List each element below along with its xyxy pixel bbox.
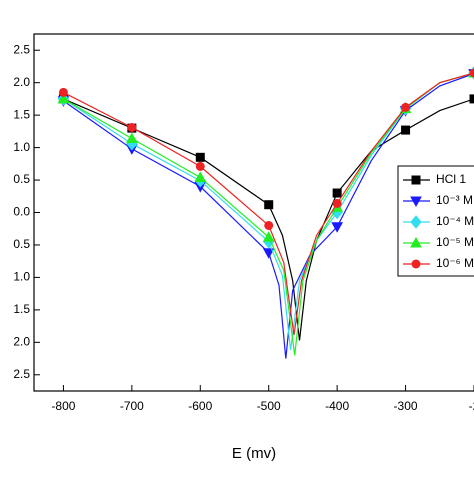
y-tick-label: 2.0 bbox=[13, 75, 30, 89]
marker bbox=[126, 132, 138, 144]
marker bbox=[469, 94, 474, 104]
marker bbox=[57, 92, 70, 104]
y-tick-label: 0.5 bbox=[13, 172, 30, 186]
marker bbox=[410, 215, 422, 229]
marker bbox=[332, 198, 342, 208]
x-tick-label: -700 bbox=[120, 399, 144, 413]
marker bbox=[127, 122, 137, 132]
y-tick-label: 1.0 bbox=[13, 140, 30, 154]
y-tick-label: 0.0 bbox=[13, 205, 30, 219]
marker bbox=[411, 259, 421, 269]
y-tick-label: 1.0 bbox=[13, 270, 30, 284]
x-axis-label: E (mv) bbox=[232, 445, 276, 462]
legend-label: 10⁻⁴ M bbox=[436, 214, 474, 228]
x-tick-label: -400 bbox=[325, 399, 349, 413]
x-tick-label: -600 bbox=[188, 399, 212, 413]
marker bbox=[410, 196, 422, 208]
y-tick-label: 2.5 bbox=[13, 367, 30, 381]
y-tick-label: 2.0 bbox=[13, 334, 30, 348]
marker bbox=[332, 188, 342, 198]
marker bbox=[411, 175, 421, 185]
marker bbox=[264, 220, 274, 230]
legend-box bbox=[397, 165, 474, 277]
series-line bbox=[63, 98, 474, 341]
legend-label: 10⁻³ M bbox=[436, 193, 473, 207]
marker bbox=[195, 152, 205, 162]
y-tick-label: 2.5 bbox=[13, 42, 30, 56]
marker bbox=[262, 248, 275, 259]
marker bbox=[195, 161, 205, 171]
marker bbox=[331, 222, 343, 233]
marker bbox=[410, 236, 422, 248]
marker bbox=[264, 200, 274, 210]
x-tick-label: -800 bbox=[51, 399, 75, 413]
legend-label: HCl 1 bbox=[436, 172, 466, 186]
x-tick-label: -300 bbox=[394, 399, 418, 413]
marker bbox=[401, 125, 411, 135]
legend-label: 10⁻⁶ M bbox=[436, 256, 474, 270]
x-tick-label: -500 bbox=[257, 399, 281, 413]
marker bbox=[262, 231, 275, 242]
legend-label: 10⁻⁵ M bbox=[436, 235, 474, 249]
marker bbox=[58, 87, 68, 97]
y-tick-label: 0.5 bbox=[13, 237, 30, 251]
legend: HCl 1 10⁻³ M 10⁻⁴ M 10⁻⁵ M 10⁻⁶ M bbox=[397, 165, 474, 277]
marker bbox=[194, 171, 207, 182]
x-tick-label: -2 bbox=[469, 399, 474, 413]
marker bbox=[469, 68, 474, 78]
y-tick-label: 1.5 bbox=[13, 302, 30, 316]
marker bbox=[401, 102, 411, 112]
y-tick-label: 1.5 bbox=[13, 107, 30, 121]
